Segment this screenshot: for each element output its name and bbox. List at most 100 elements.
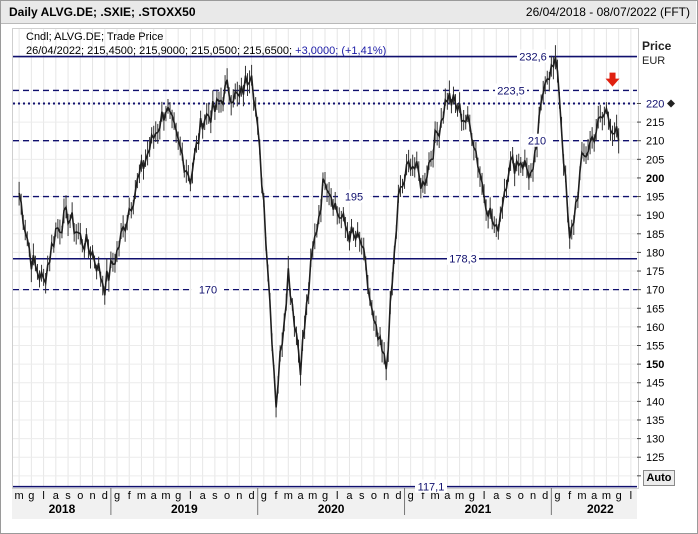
current-price-label-bg <box>641 96 667 111</box>
y-tick-label: 200 <box>646 173 664 185</box>
title-bar: Daily ALVG.DE; .SXIE; .STOXX50 26/04/201… <box>1 1 696 24</box>
x-tick-label-month: d <box>395 490 401 502</box>
x-tick-label-month: l <box>189 490 191 502</box>
y-tick-label: 140 <box>646 396 664 408</box>
x-tick-label-month: a <box>151 490 158 502</box>
x-tick-label-month: m <box>161 490 170 502</box>
y-tick-label: 210 <box>646 136 664 148</box>
legend-series: Cndl; ALVG.DE; Trade Price <box>26 31 164 43</box>
x-tick-label-month: g <box>469 490 475 502</box>
x-tick-label-year: 2019 <box>171 502 198 516</box>
x-tick-label-month: a <box>591 490 598 502</box>
legend-ohlc: 26/04/2022; 215,4500; 215,9000; 215,0500… <box>26 45 293 57</box>
x-tick-label-month: d <box>249 490 255 502</box>
price-level-label: 170 <box>199 285 217 297</box>
x-tick-label-month: a <box>493 490 500 502</box>
x-tick-label-month: f <box>568 490 572 502</box>
chart-title: Daily ALVG.DE; .SXIE; .STOXX50 <box>9 5 196 19</box>
x-tick-label-month: g <box>261 490 267 502</box>
y-tick-label: 125 <box>646 452 664 464</box>
price-series-line <box>18 56 620 408</box>
price-level-label: 117,1 <box>418 482 445 494</box>
x-tick-label-month: a <box>444 490 451 502</box>
x-tick-label-month: g <box>322 490 328 502</box>
x-tick-label-month: s <box>65 490 71 502</box>
x-tick-label-month: n <box>89 490 95 502</box>
x-tick-label-month: s <box>212 490 218 502</box>
x-tick-label-month: o <box>224 490 230 502</box>
price-level-label-bg <box>447 251 479 265</box>
y-tick-label: 205 <box>646 154 664 166</box>
x-tick-label-year: 2018 <box>49 502 76 516</box>
price-level-label-bg <box>415 479 447 493</box>
price-level-label: 210 <box>528 136 546 148</box>
x-tick-label-month: n <box>530 490 536 502</box>
x-tick-label-month: a <box>346 490 353 502</box>
date-range: 26/04/2018 - 08/07/2022 (FFT) <box>525 5 690 19</box>
price-level-label: 178,3 <box>449 254 477 266</box>
x-tick-label-month: m <box>308 490 317 502</box>
x-tick-label-month: m <box>15 490 24 502</box>
x-tick-label-month: g <box>408 490 414 502</box>
x-axis-area <box>12 488 637 519</box>
x-tick-label-month: m <box>284 490 293 502</box>
x-tick-label-month: m <box>577 490 586 502</box>
x-tick-label-month: m <box>602 490 611 502</box>
y-tick-label: 150 <box>646 359 664 371</box>
x-tick-label-month: o <box>518 490 524 502</box>
x-tick-label-month: l <box>42 490 44 502</box>
x-tick-label-month: l <box>336 490 338 502</box>
x-tick-label-month: l <box>630 490 632 502</box>
legend-change: +3,0000; (+1,41%) <box>295 45 387 57</box>
x-tick-label-month: d <box>542 490 548 502</box>
y-tick-label: 180 <box>646 247 664 259</box>
x-tick-label-month: m <box>137 490 146 502</box>
current-price-label: 220 <box>646 98 664 110</box>
x-tick-label-month: s <box>359 490 365 502</box>
y-tick-label: 185 <box>646 229 664 241</box>
x-tick-label-month: o <box>371 490 377 502</box>
x-tick-label-month: g <box>114 490 120 502</box>
y-tick-label: 175 <box>646 266 664 278</box>
x-tick-label-month: g <box>28 490 34 502</box>
price-level-label-bg <box>517 49 549 63</box>
x-tick-label-year: 2020 <box>318 502 345 516</box>
legend-values: 26/04/2022; 215,4500; 215,9000; 215,0500… <box>26 45 386 57</box>
price-level-label: 195 <box>345 192 363 204</box>
x-tick-label-month: n <box>383 490 389 502</box>
axis-title-currency: EUR <box>642 55 666 67</box>
x-tick-label-month: f <box>275 490 279 502</box>
axis-title-price: Price <box>642 39 672 53</box>
x-tick-label-month: g <box>616 490 622 502</box>
y-tick-label: 195 <box>646 192 664 204</box>
current-price-marker <box>667 99 675 108</box>
y-tick-label: 135 <box>646 415 664 427</box>
y-tick-label: 160 <box>646 322 664 334</box>
price-level-label: 232,6 <box>519 52 547 64</box>
x-tick-label-month: d <box>102 490 108 502</box>
y-tick-label: 130 <box>646 434 664 446</box>
price-level-label-bg <box>338 189 370 203</box>
x-tick-label-month: a <box>200 490 207 502</box>
x-tick-label-month: m <box>431 490 440 502</box>
x-tick-label-month: g <box>175 490 181 502</box>
x-tick-label-month: a <box>297 490 304 502</box>
auto-scale-button[interactable]: Auto <box>643 470 675 486</box>
x-tick-label-month: m <box>455 490 464 502</box>
red-arrow-down-icon <box>605 72 620 87</box>
y-tick-label: 190 <box>646 210 664 222</box>
x-tick-label-month: f <box>421 490 425 502</box>
price-level-label-bg <box>192 282 224 296</box>
y-tick-label: 145 <box>646 378 664 390</box>
x-tick-label-month: s <box>506 490 512 502</box>
x-tick-label-month: a <box>53 490 60 502</box>
x-tick-label-year: 2021 <box>465 502 492 516</box>
x-tick-label-month: f <box>128 490 132 502</box>
y-tick-label: 155 <box>646 341 664 353</box>
price-level-label-bg <box>521 133 553 147</box>
x-tick-label-month: g <box>554 490 560 502</box>
x-tick-label-year: 2022 <box>587 502 614 516</box>
x-tick-label-month: l <box>483 490 485 502</box>
y-tick-label: 165 <box>646 303 664 315</box>
